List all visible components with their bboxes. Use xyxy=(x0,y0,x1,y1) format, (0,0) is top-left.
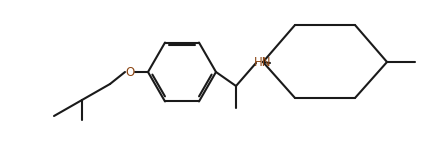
Text: HN: HN xyxy=(254,57,272,69)
Text: O: O xyxy=(125,66,135,78)
